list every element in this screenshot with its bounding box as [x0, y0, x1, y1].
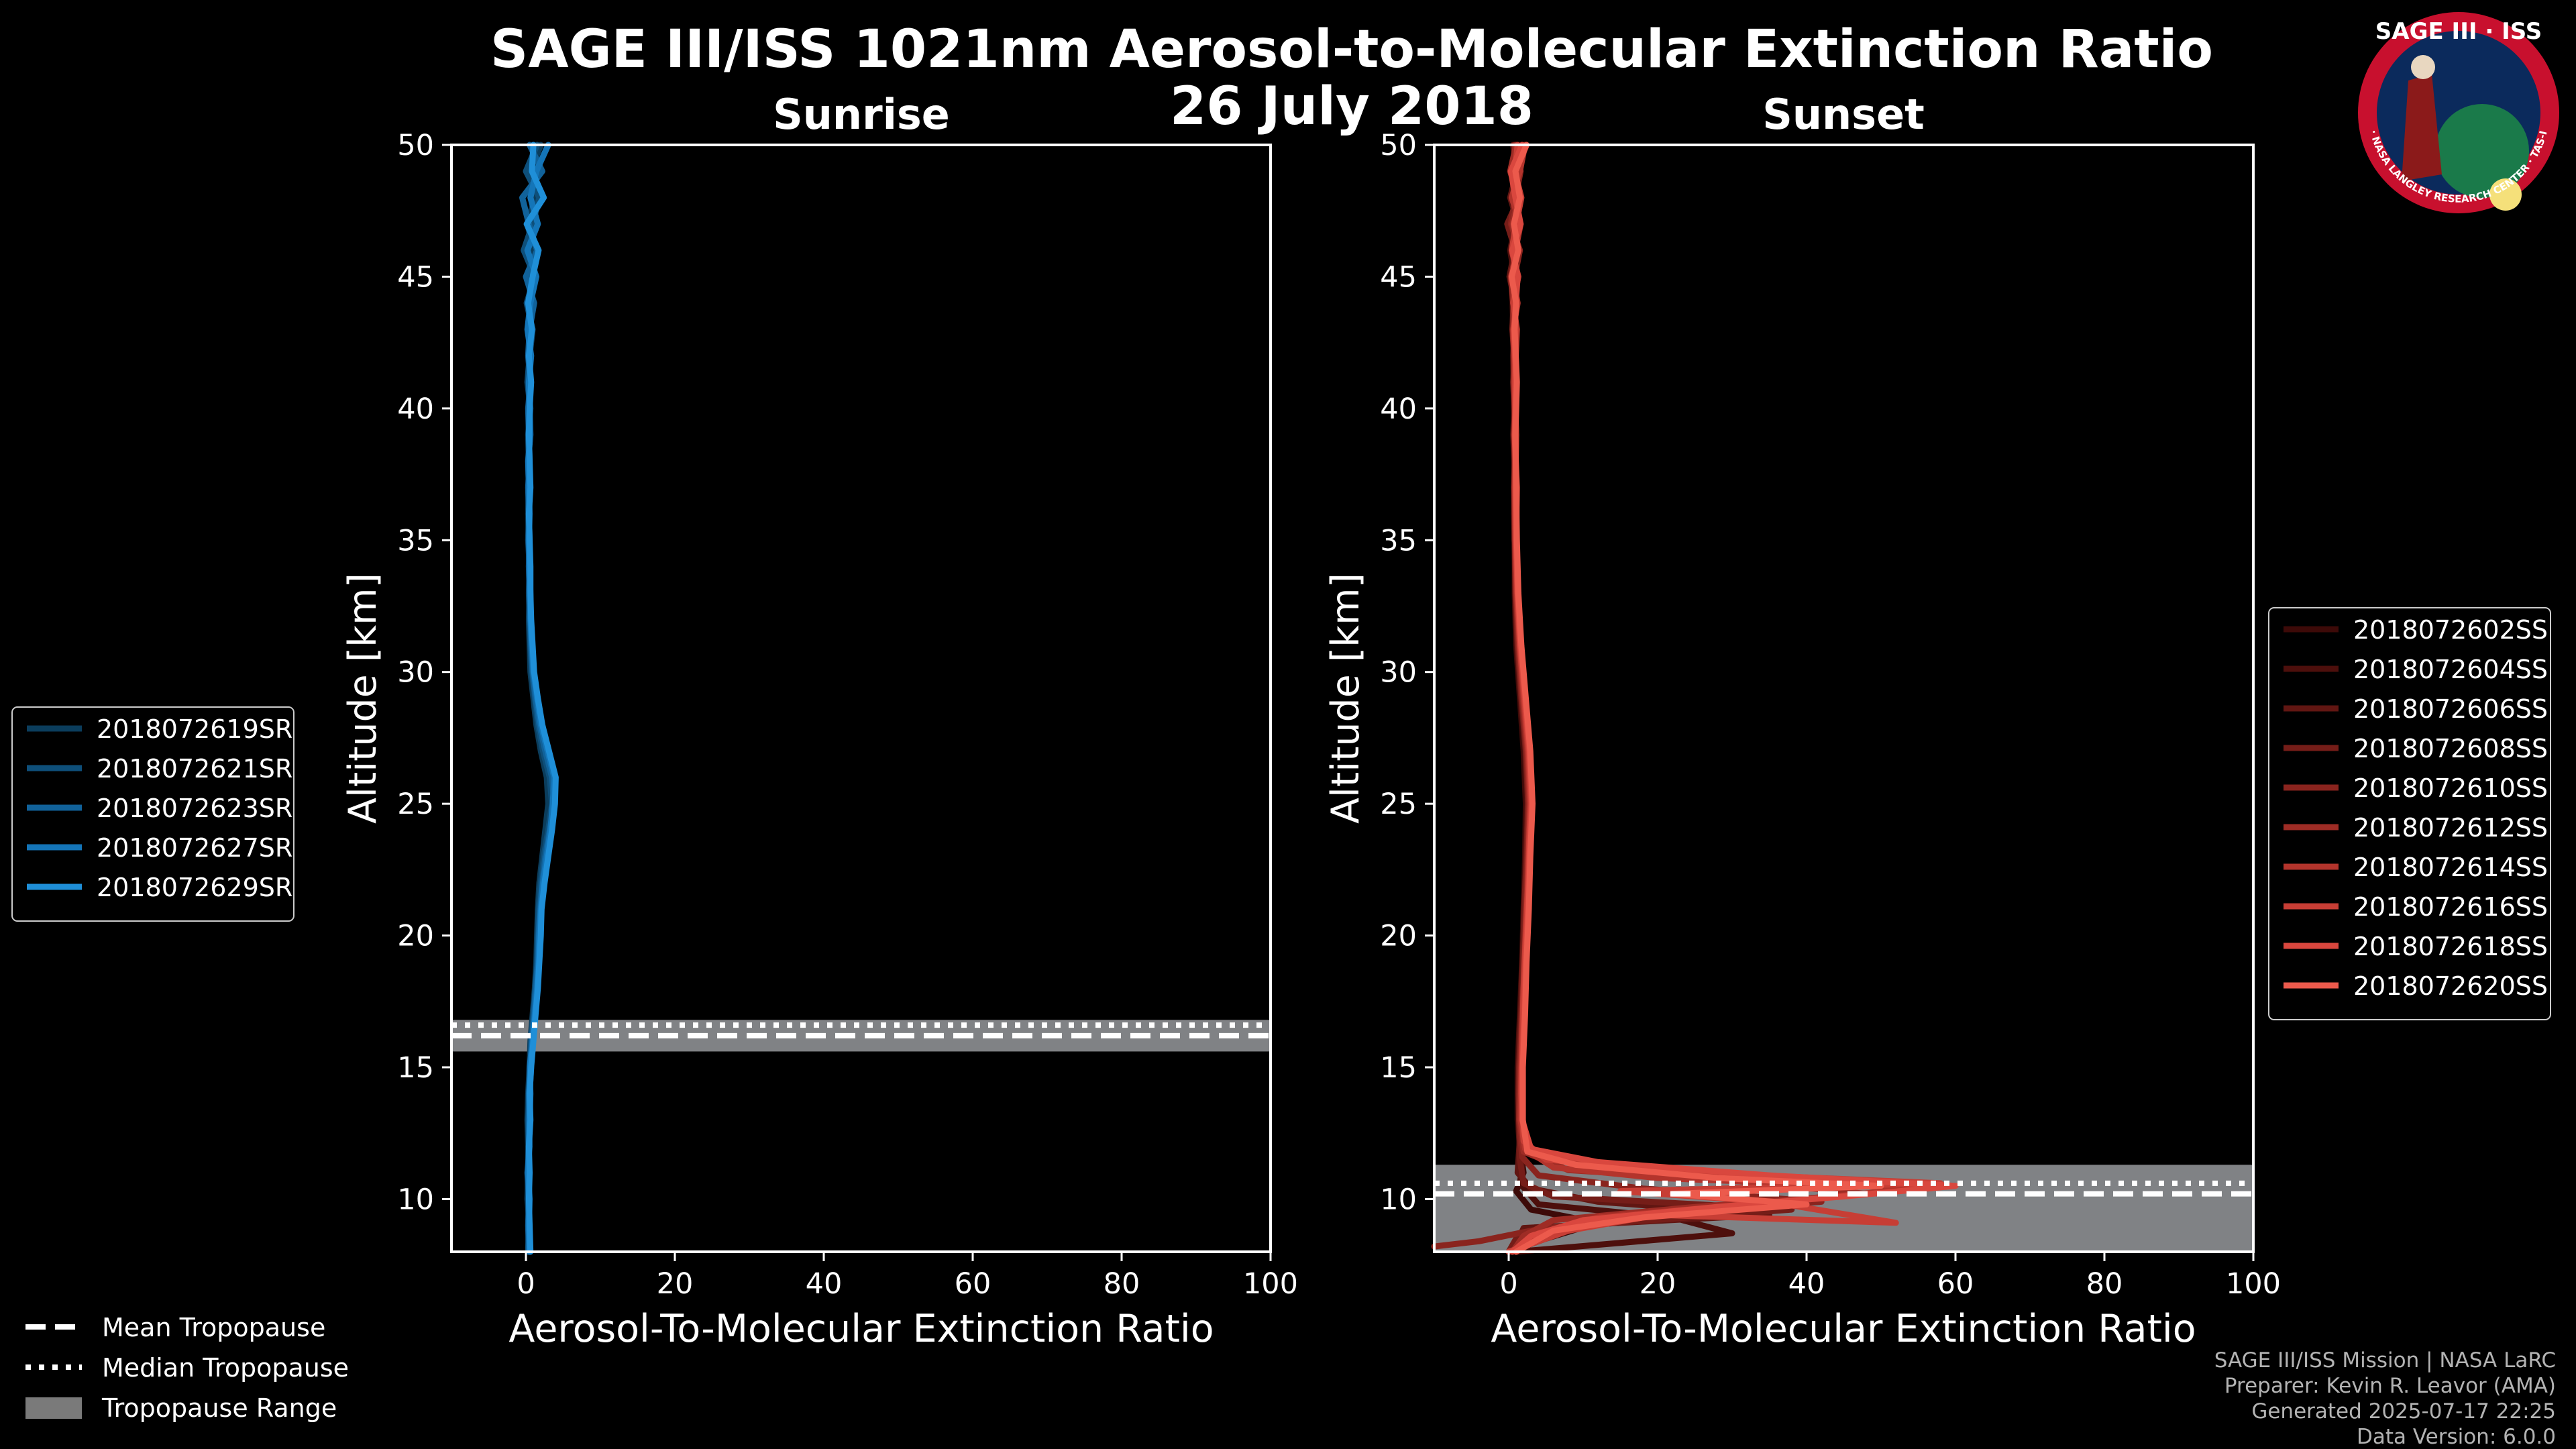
- legend-label-2018072627SR: 2018072627SR: [97, 833, 292, 863]
- legend-mean-label: Mean Tropopause: [102, 1313, 325, 1342]
- legend-label-2018072610SS: 2018072610SS: [2353, 773, 2548, 803]
- xtick-label-sunrise-40: 40: [806, 1267, 843, 1301]
- ytick-label-sunset-35: 35: [1380, 524, 1417, 557]
- footer-mission: SAGE III/ISS Mission | NASA LaRC: [2214, 1348, 2556, 1373]
- ylabel-sunset: Altitude [km]: [1324, 573, 1368, 824]
- legend-median-label: Median Tropopause: [102, 1353, 349, 1383]
- legend-range-swatch: [25, 1397, 82, 1419]
- logo-sun: [2489, 178, 2522, 211]
- legend-sunrise: 2018072619SR 2018072621SR 2018072623SR 2018…: [11, 706, 294, 922]
- xtick-label-sunset-20: 20: [1640, 1267, 1676, 1301]
- xtick-label-sunrise-60: 60: [955, 1267, 991, 1301]
- xtick-label-sunrise-20: 20: [657, 1267, 694, 1301]
- legend-label-2018072606SS: 2018072606SS: [2353, 694, 2548, 724]
- logo-earth: [2435, 104, 2529, 198]
- axes-sunrise: 0 20 40 60 80 100 10 15 20 25 30 35 40 45 50: [397, 129, 1298, 1301]
- axes-sunset: 0 20 40 60 80 100 10 15 20 25 30 35 40 45 50: [1380, 129, 2281, 1301]
- panel-title-sunrise: Sunrise: [773, 90, 950, 139]
- footer-generated: Generated 2025-07-17 22:25: [2251, 1399, 2556, 1424]
- xtick-label-sunset-60: 60: [1937, 1267, 1974, 1301]
- xtick-label-sunset-40: 40: [1788, 1267, 1825, 1301]
- legend-range-label: Tropopause Range: [101, 1393, 337, 1423]
- legend-sunset: 2018072602SS 2018072604SS 2018072606SS 2018…: [2268, 607, 2551, 1020]
- legend-tropopause: Mean Tropopause Median Tropopause Tropop…: [25, 1313, 349, 1423]
- ytick-label-sunrise-35: 35: [397, 524, 434, 557]
- xlabel-sunset: Aerosol-To-Molecular Extinction Ratio: [1491, 1307, 2196, 1351]
- legend-label-2018072602SS: 2018072602SS: [2353, 615, 2548, 645]
- xtick-label-sunset-80: 80: [2086, 1267, 2123, 1301]
- logo-title: SAGE III · ISS: [2375, 18, 2542, 45]
- ytick-label-sunset-10: 10: [1380, 1183, 1417, 1216]
- legend-frame-sunset: [2268, 607, 2551, 1020]
- ytick-label-sunrise-30: 30: [397, 656, 434, 690]
- panel-title-sunset: Sunset: [1762, 90, 1925, 139]
- ytick-label-sunrise-15: 15: [397, 1051, 434, 1085]
- xtick-label-sunset-100: 100: [2226, 1267, 2281, 1301]
- ytick-label-sunrise-10: 10: [397, 1183, 434, 1216]
- legend-frame-sunrise: [11, 706, 294, 922]
- chart-title: SAGE III/ISS 1021nm Aerosol-to-Molecular…: [490, 19, 2213, 80]
- legend-label-2018072619SR: 2018072619SR: [97, 714, 292, 744]
- legend-label-2018072604SS: 2018072604SS: [2353, 655, 2548, 684]
- legend-label-2018072616SS: 2018072616SS: [2353, 892, 2548, 922]
- panel-sunrise: Sunrise 0 20 40 60 80 100 10 15 20 25 30 35 40 45 50 A…: [341, 90, 1298, 1351]
- ylabel-sunrise: Altitude [km]: [341, 573, 385, 824]
- legend-label-2018072618SS: 2018072618SS: [2353, 932, 2548, 961]
- logo-figure: [2402, 74, 2442, 181]
- ytick-label-sunrise-40: 40: [397, 392, 434, 426]
- ytick-label-sunset-20: 20: [1380, 920, 1417, 953]
- ytick-label-sunset-40: 40: [1380, 392, 1417, 426]
- plot-frame-sunrise: [450, 144, 1272, 1253]
- footer-credits: SAGE III/ISS Mission | NASA LaRC Prepare…: [2214, 1348, 2556, 1449]
- ytick-label-sunset-50: 50: [1380, 129, 1417, 162]
- series-line-2018072629SR: [523, 142, 559, 1255]
- legend-label-2018072623SR: 2018072623SR: [97, 794, 292, 823]
- legend-label-2018072629SR: 2018072629SR: [97, 873, 292, 902]
- ytick-label-sunset-45: 45: [1380, 260, 1417, 294]
- ytick-label-sunset-30: 30: [1380, 656, 1417, 690]
- xlabel-sunrise: Aerosol-To-Molecular Extinction Ratio: [508, 1307, 1214, 1351]
- chart-subtitle: 26 July 2018: [1170, 76, 1534, 137]
- footer-version: Data Version: 6.0.0: [2357, 1425, 2556, 1449]
- plot-area-sunset: [1434, 145, 2253, 1252]
- ytick-label-sunset-25: 25: [1380, 788, 1417, 821]
- ytick-label-sunrise-50: 50: [397, 129, 434, 162]
- panel-sunset: Sunset 0 20 40 60 80 100 10 15 20 25 30 35 40 45 50 Ae…: [1324, 90, 2281, 1351]
- plot-frame-sunset: [1433, 144, 2255, 1253]
- logo-figure-head: [2411, 55, 2435, 79]
- ytick-label-sunrise-20: 20: [397, 920, 434, 953]
- xtick-label-sunset-0: 0: [1499, 1267, 1517, 1301]
- plot-content-sunset: [1431, 142, 2253, 1255]
- xtick-label-sunrise-80: 80: [1104, 1267, 1140, 1301]
- legend-label-2018072620SS: 2018072620SS: [2353, 971, 2548, 1001]
- plot-area-sunrise: [451, 145, 1271, 1252]
- footer-preparer: Preparer: Kevin R. Leavor (AMA): [2224, 1374, 2556, 1398]
- ytick-label-sunrise-45: 45: [397, 260, 434, 294]
- xtick-label-sunrise-100: 100: [1243, 1267, 1298, 1301]
- ytick-label-sunset-15: 15: [1380, 1051, 1417, 1085]
- plot-content-sunrise: [451, 142, 1271, 1255]
- xtick-label-sunrise-0: 0: [517, 1267, 535, 1301]
- legend-label-2018072621SR: 2018072621SR: [97, 754, 292, 784]
- legend-label-2018072614SS: 2018072614SS: [2353, 853, 2548, 882]
- ytick-label-sunrise-25: 25: [397, 788, 434, 821]
- legend-label-2018072612SS: 2018072612SS: [2353, 813, 2548, 843]
- legend-label-2018072608SS: 2018072608SS: [2353, 734, 2548, 763]
